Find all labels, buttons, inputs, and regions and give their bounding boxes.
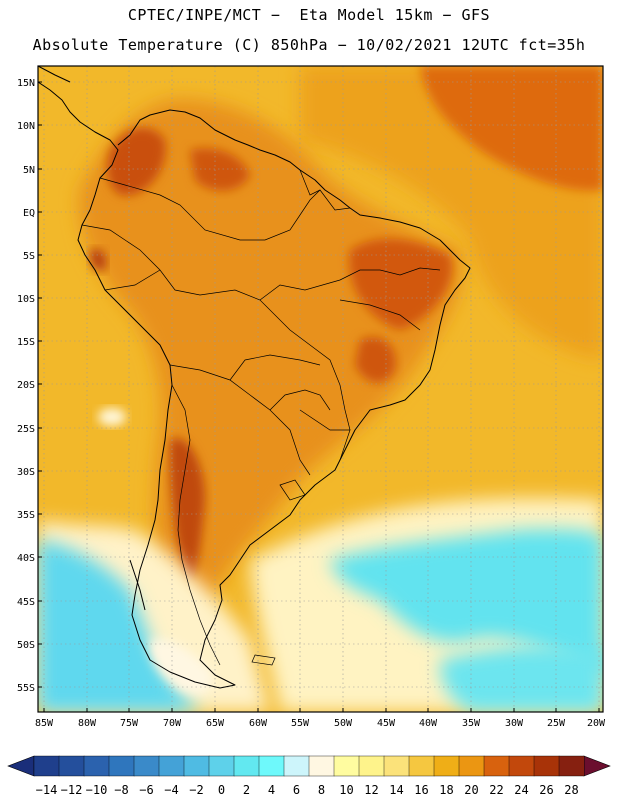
legend-label: 2 [243, 783, 250, 797]
legend-label: 20 [464, 783, 478, 797]
legend-label: 24 [514, 783, 528, 797]
legend-label: 16 [414, 783, 428, 797]
legend-label: 10 [339, 783, 353, 797]
legend-label: −8 [114, 783, 128, 797]
legend-swatch [208, 755, 235, 777]
legend-swatch [83, 755, 110, 777]
lat-label-10s: 10S [17, 294, 35, 305]
latitude-axis: 15N 10N 5N EQ 5S 10S 15S 20S 25S 30S 35S… [17, 78, 42, 694]
lat-label-eq: EQ [23, 208, 35, 219]
legend-swatch [108, 755, 135, 777]
lon-label-25w: 25W [547, 718, 566, 729]
legend-swatch [358, 755, 385, 777]
legend-swatch [333, 755, 360, 777]
legend-label: −6 [139, 783, 153, 797]
coastline [38, 66, 471, 689]
lon-label-65w: 65W [206, 718, 225, 729]
lon-label-30w: 30W [505, 718, 524, 729]
legend-swatch [558, 755, 585, 777]
lat-label-20s: 20S [17, 380, 35, 391]
temperature-field [38, 66, 603, 712]
title-line-1: CPTEC/INPE/MCT − Eta Model 15km − GFS [127, 6, 491, 24]
legend-swatch [383, 755, 410, 777]
legend-label: 22 [489, 783, 503, 797]
lat-label-35s: 35S [17, 510, 35, 521]
lat-label-45s: 45S [17, 597, 35, 608]
legend-label: 6 [293, 783, 300, 797]
lon-label-45w: 45W [377, 718, 396, 729]
lon-label-75w: 75W [120, 718, 139, 729]
color-legend: −14 −12 −10 −8 −6 −4 −2 0 2 4 6 8 10 12 14 16 18 20 22 24 26… [7, 755, 611, 797]
lat-label-5s: 5S [23, 251, 35, 262]
lon-label-35w: 35W [462, 718, 481, 729]
legend-swatch [233, 755, 260, 777]
legend-label: 0 [218, 783, 225, 797]
title-line-2: Absolute Temperature (C) 850hPa − 10/02/… [32, 36, 586, 54]
lon-label-80w: 80W [78, 718, 97, 729]
lon-label-50w: 50W [334, 718, 353, 729]
lat-label-15n: 15N [17, 78, 35, 89]
legend-swatch [308, 755, 335, 777]
temperature-map: 15N 10N 5N EQ 5S 10S 15S 20S 25S 30S 35S… [17, 65, 606, 729]
legend-high-arrow [583, 755, 611, 777]
legend-swatch [183, 755, 210, 777]
legend-label: 28 [564, 783, 578, 797]
legend-low-arrow [7, 755, 35, 777]
legend-labels: −14 −12 −10 −8 −6 −4 −2 0 2 4 6 8 10 12 14 16 18 20 22 24 26… [36, 783, 579, 797]
lon-label-40w: 40W [419, 718, 438, 729]
lon-label-60w: 60W [249, 718, 268, 729]
legend-label: −14 [36, 783, 58, 797]
lon-label-55w: 55W [291, 718, 310, 729]
legend-label: −4 [164, 783, 178, 797]
legend-label: −12 [61, 783, 83, 797]
legend-label: 4 [268, 783, 275, 797]
lat-label-5n: 5N [23, 165, 35, 176]
lat-label-10n: 10N [17, 121, 35, 132]
legend-swatch [408, 755, 435, 777]
legend-label: 8 [318, 783, 325, 797]
country-borders [81, 169, 441, 666]
legend-swatch [158, 755, 185, 777]
legend-swatch [33, 755, 60, 777]
legend-label: 18 [439, 783, 453, 797]
lat-label-15s: 15S [17, 337, 35, 348]
legend-swatch [533, 755, 560, 777]
legend-swatch [58, 755, 85, 777]
legend-swatch [258, 755, 285, 777]
lat-label-55s: 55S [17, 683, 35, 694]
lat-label-30s: 30S [17, 467, 35, 478]
legend-swatch [508, 755, 535, 777]
legend-swatch [458, 755, 485, 777]
lon-label-85w: 85W [35, 718, 54, 729]
legend-swatch [433, 755, 460, 777]
longitude-axis: 85W 80W 75W 70W 65W 60W 55W 50W 45W 40W … [35, 708, 606, 729]
lat-label-25s: 25S [17, 424, 35, 435]
map-frame [37, 65, 604, 713]
lat-label-40s: 40S [17, 553, 35, 564]
legend-label: −10 [86, 783, 108, 797]
legend-swatch [133, 755, 160, 777]
legend-label: 14 [389, 783, 403, 797]
lon-label-70w: 70W [163, 718, 182, 729]
legend-label: 26 [539, 783, 553, 797]
legend-swatch [283, 755, 310, 777]
legend-label: 12 [364, 783, 378, 797]
legend-label: −2 [189, 783, 203, 797]
legend-swatches [33, 755, 585, 777]
lat-label-50s: 50S [17, 640, 35, 651]
lon-label-20w: 20W [587, 718, 606, 729]
legend-swatch [483, 755, 510, 777]
